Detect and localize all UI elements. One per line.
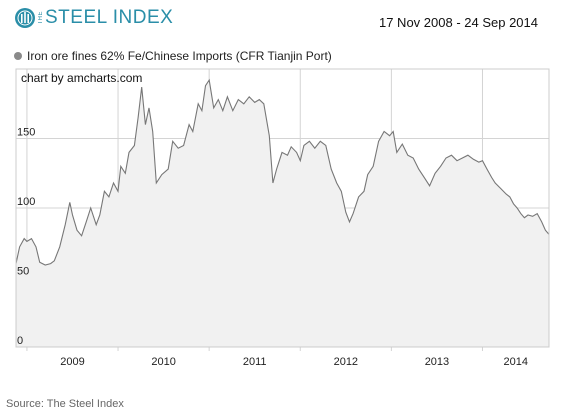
x-tick-label: 2010 bbox=[151, 356, 175, 368]
y-tick-label: 150 bbox=[17, 127, 35, 139]
x-tick-label: 2009 bbox=[60, 356, 84, 368]
plot-border bbox=[15, 68, 550, 348]
date-range: 17 Nov 2008 - 24 Sep 2014 bbox=[378, 15, 538, 30]
series-area-fill bbox=[16, 80, 549, 347]
logo-title: STEEL INDEX bbox=[45, 7, 174, 28]
steel-index-logo-icon bbox=[15, 8, 35, 28]
y-axis-ticks: 0 50 100 150 bbox=[17, 127, 35, 348]
series-line bbox=[15, 78, 550, 266]
x-axis-ticks: 2009 2010 2011 2012 2013 2014 bbox=[60, 356, 528, 368]
y-tick-label: 0 bbox=[17, 335, 23, 347]
logo-the-text: THE bbox=[38, 11, 44, 25]
x-tick-label: 2011 bbox=[243, 356, 267, 368]
y-tick-label: 50 bbox=[17, 266, 29, 278]
x-tick-label: 2013 bbox=[425, 356, 449, 368]
source-note: Source: The Steel Index bbox=[6, 398, 124, 410]
x-tick-label: 2012 bbox=[334, 356, 358, 368]
legend-series-label: Iron ore fines 62% Fe/Chinese Imports (C… bbox=[27, 49, 332, 63]
chart-credit-link[interactable]: chart by amcharts.com bbox=[21, 71, 143, 85]
chart-legend[interactable]: Iron ore fines 62% Fe/Chinese Imports (C… bbox=[14, 49, 332, 63]
x-tick-label: 2014 bbox=[504, 356, 528, 368]
y-tick-label: 100 bbox=[17, 196, 35, 208]
brand-logo: THE STEEL INDEX bbox=[14, 6, 173, 30]
legend-marker-icon bbox=[14, 52, 22, 60]
